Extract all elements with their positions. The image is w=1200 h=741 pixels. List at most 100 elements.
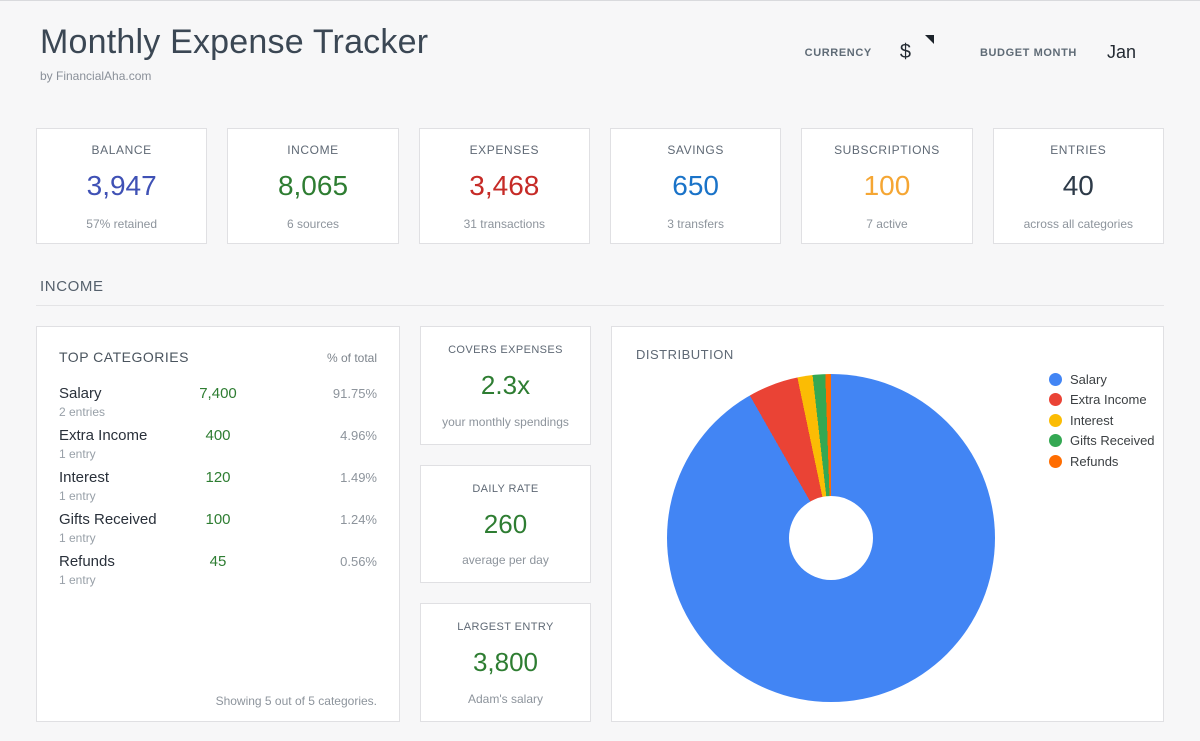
category-percentage: 91.75% (332, 386, 377, 401)
top-categories-card: TOP CATEGORIES % of total Salary 7,400 9… (36, 326, 400, 722)
largest-entry-card: LARGEST ENTRY 3,800 Adam's salary (420, 603, 591, 723)
distribution-title: DISTRIBUTION (636, 347, 734, 362)
kpi-label: LARGEST ENTRY (457, 621, 554, 634)
category-row: Gifts Received 100 1.24% (59, 511, 377, 528)
stat-label: INCOME (287, 143, 339, 157)
page-title: Monthly Expense Tracker (40, 23, 429, 61)
legend-dot (1049, 413, 1062, 427)
category-entries: 1 entry (59, 531, 96, 545)
stat-label: SUBSCRIPTIONS (834, 143, 940, 157)
category-value: 7,400 (199, 385, 237, 402)
legend-label: Refunds (1070, 453, 1119, 469)
currency-select[interactable]: $ (899, 35, 934, 64)
category-value: 100 (205, 511, 231, 528)
page-header: Monthly Expense Tracker by FinancialAha.… (0, 1, 1200, 107)
kpi-column: COVERS EXPENSES 2.3x your monthly spendi… (420, 326, 591, 723)
budget-month-label: BUDGET MONTH (979, 46, 1077, 59)
stat-card-expenses: EXPENSES 3,468 31 transactions (418, 128, 590, 244)
stat-sub: 31 transactions (463, 217, 546, 231)
stat-value: 3,947 (86, 170, 157, 201)
legend-item-gifts-received: Gifts Received (1049, 431, 1155, 452)
legend-label: Interest (1070, 412, 1114, 428)
category-value: 400 (205, 427, 231, 444)
category-percentage: 4.96% (340, 428, 377, 443)
stat-value: 100 (863, 170, 911, 201)
top-categories-list: Salary 7,400 91.75% 2 entries Extra Inco… (59, 385, 377, 587)
category-row: Extra Income 400 4.96% (59, 427, 377, 444)
category-entries: 1 entry (59, 489, 96, 503)
category-name: Salary (59, 385, 102, 402)
top-categories-header: TOP CATEGORIES % of total (59, 349, 377, 365)
legend-dot (1049, 454, 1062, 468)
category-name: Interest (59, 469, 110, 486)
stat-card-savings: SAVINGS 650 3 transfers (609, 128, 782, 244)
top-categories-footer: Showing 5 out of 5 categories. (215, 694, 377, 708)
stat-value: 8,065 (277, 170, 349, 201)
stat-card-subscriptions: SUBSCRIPTIONS 100 7 active (801, 128, 973, 244)
category-entries: 1 entry (59, 573, 96, 587)
legend-label: Extra Income (1070, 392, 1147, 408)
legend-item-extra-income: Extra Income (1049, 390, 1155, 411)
stat-sub: 57% retained (86, 217, 158, 231)
header-controls: CURRENCY $ BUDGET MONTH Jan (804, 35, 1136, 64)
category-percentage: 1.49% (340, 470, 377, 485)
distribution-card: DISTRIBUTION Salary Extra Income Interes… (611, 326, 1164, 722)
donut-hole (789, 496, 873, 580)
legend-dot (1049, 393, 1062, 407)
kpi-label: COVERS EXPENSES (448, 344, 563, 356)
stat-value: 650 (672, 170, 719, 201)
stat-sub: across all categories (1023, 217, 1133, 231)
covers-expenses-card: COVERS EXPENSES 2.3x your monthly spendi… (420, 326, 591, 445)
category-value: 45 (209, 553, 227, 570)
kpi-value: 260 (483, 508, 528, 539)
category-name: Refunds (59, 553, 115, 570)
stat-sub: 3 transfers (667, 217, 724, 231)
category-row: Refunds 45 0.56% (59, 553, 377, 570)
category-percentage: 0.56% (340, 554, 377, 569)
category-row: Interest 120 1.49% (59, 469, 377, 486)
kpi-sub: your monthly spendings (442, 414, 569, 429)
budget-month-select[interactable]: Jan (1106, 42, 1136, 62)
category-value: 120 (205, 469, 231, 486)
stat-card-entries: ENTRIES 40 across all categories (992, 128, 1164, 244)
kpi-sub: Adam's salary (468, 692, 543, 706)
dropdown-caret-icon (924, 35, 934, 44)
legend-label: Gifts Received (1070, 433, 1155, 449)
legend-dot (1049, 434, 1062, 448)
stat-label: BALANCE (91, 143, 152, 157)
distribution-donut-chart (667, 374, 995, 702)
chart-legend: Salary Extra Income Interest Gifts Recei… (1049, 369, 1155, 472)
kpi-sub: average per day (462, 553, 549, 568)
stat-card-income: INCOME 8,065 6 sources (227, 128, 399, 244)
kpi-value: 3,800 (472, 647, 539, 678)
stat-sub: 7 active (866, 217, 908, 231)
daily-rate-card: DAILY RATE 260 average per day (420, 464, 591, 584)
category-percentage: 1.24% (340, 512, 377, 527)
category-entries: 2 entries (59, 405, 106, 419)
stat-value: 3,468 (469, 170, 540, 201)
category-name: Extra Income (59, 427, 148, 444)
stats-row: BALANCE 3,947 57% retained INCOME 8,065 … (36, 128, 1164, 244)
stat-value: 40 (1062, 170, 1094, 201)
top-categories-title: TOP CATEGORIES (59, 349, 189, 365)
category-row: Salary 7,400 91.75% (59, 385, 377, 402)
legend-dot (1049, 372, 1062, 386)
currency-value[interactable]: $ (899, 41, 911, 63)
stat-label: ENTRIES (1050, 143, 1107, 157)
legend-item-interest: Interest (1049, 410, 1155, 431)
stat-label: SAVINGS (667, 143, 724, 157)
category-entries: 1 entry (59, 447, 96, 461)
pct-of-total-column-header: % of total (326, 351, 377, 365)
stat-sub: 6 sources (286, 217, 339, 231)
kpi-label: DAILY RATE (472, 482, 539, 495)
legend-item-refunds: Refunds (1049, 451, 1155, 472)
currency-label: CURRENCY (804, 46, 872, 59)
income-section-header: INCOME (36, 278, 1164, 306)
legend-item-salary: Salary (1049, 369, 1155, 390)
category-name: Gifts Received (59, 511, 157, 528)
stat-card-balance: BALANCE 3,947 57% retained (36, 128, 208, 244)
legend-label: Salary (1070, 371, 1107, 387)
income-section-body: TOP CATEGORIES % of total Salary 7,400 9… (36, 326, 1164, 723)
page-subtitle: by FinancialAha.com (40, 69, 152, 83)
kpi-value: 2.3x (480, 369, 531, 400)
